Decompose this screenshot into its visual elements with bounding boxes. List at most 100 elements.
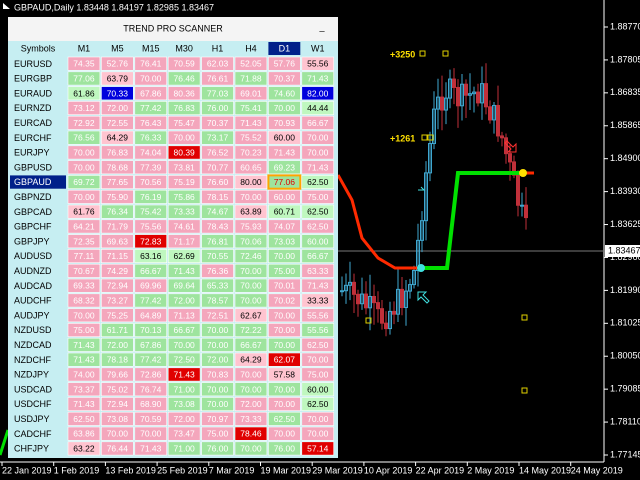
signal-cell[interactable] [134,426,168,441]
signal-cell[interactable] [101,382,134,397]
signal-cell[interactable] [67,263,101,278]
signal-cell[interactable] [67,441,101,456]
signal-cell[interactable] [134,115,168,130]
signal-cell[interactable] [167,352,201,367]
signal-cell[interactable] [301,397,334,411]
signal-cell[interactable] [134,367,168,382]
signal-cell[interactable] [201,56,234,71]
signal-cell[interactable] [67,249,101,263]
signal-cell[interactable] [201,145,234,160]
signal-cell[interactable] [67,337,101,352]
signal-cell[interactable] [134,352,168,367]
signal-cell[interactable] [101,71,134,86]
signal-cell[interactable] [67,352,101,367]
signal-cell[interactable] [101,397,134,411]
column-header[interactable]: M5 [111,43,124,53]
signal-cell[interactable] [201,249,234,263]
signal-cell[interactable] [234,175,268,189]
signal-cell[interactable] [201,411,234,426]
signal-cell[interactable] [268,323,301,337]
signal-cell[interactable] [201,160,234,175]
signal-cell[interactable] [101,175,134,189]
signal-cell[interactable] [301,219,334,234]
column-header[interactable]: M30 [175,43,193,53]
signal-cell[interactable] [67,278,101,293]
signal-cell[interactable] [67,411,101,426]
signal-cell[interactable] [101,56,134,71]
signal-cell[interactable] [268,263,301,278]
signal-cell[interactable] [301,175,334,189]
signal-cell[interactable] [101,337,134,352]
signal-cell[interactable] [268,115,301,130]
symbol-label[interactable]: CADCHF [14,429,52,439]
signal-cell[interactable] [201,323,234,337]
symbol-label[interactable]: EURJPY [14,148,50,158]
signal-cell[interactable] [268,234,301,249]
signal-cell[interactable] [167,189,201,204]
signal-cell[interactable] [67,397,101,411]
signal-cell[interactable] [67,160,101,175]
signal-cell[interactable] [201,367,234,382]
signal-cell[interactable] [167,382,201,397]
column-header[interactable]: M15 [142,43,160,53]
signal-cell[interactable] [101,441,134,456]
signal-cell[interactable] [134,441,168,456]
signal-cell[interactable] [167,337,201,352]
signal-cell[interactable] [301,101,334,116]
signal-cell[interactable] [201,101,234,116]
signal-cell[interactable] [167,86,201,101]
signal-cell[interactable] [301,382,334,397]
signal-cell[interactable] [301,189,334,204]
symbol-label[interactable]: GBPUSD [14,162,53,172]
column-header[interactable]: Symbols [21,43,56,53]
signal-cell[interactable] [201,204,234,219]
signal-cell[interactable] [268,130,301,145]
signal-cell[interactable] [201,352,234,367]
signal-cell[interactable] [67,367,101,382]
signal-cell[interactable] [67,293,101,308]
signal-cell[interactable] [134,411,168,426]
signal-cell[interactable] [301,130,334,145]
signal-cell[interactable] [234,130,268,145]
signal-cell[interactable] [268,278,301,293]
signal-cell[interactable] [67,204,101,219]
signal-cell[interactable] [67,71,101,86]
signal-cell[interactable] [101,367,134,382]
signal-cell[interactable] [134,175,168,189]
signal-cell[interactable] [301,115,334,130]
symbol-label[interactable]: GBPNZD [14,192,52,202]
signal-cell[interactable] [234,397,268,411]
signal-cell[interactable] [201,278,234,293]
signal-cell[interactable] [234,441,268,456]
symbol-label[interactable]: NZDJPY [14,370,49,380]
signal-cell[interactable] [268,219,301,234]
signal-cell[interactable] [134,293,168,308]
signal-cell[interactable] [167,411,201,426]
signal-cell[interactable] [67,130,101,145]
signal-cell[interactable] [268,71,301,86]
signal-cell[interactable] [167,308,201,323]
signal-cell[interactable] [234,160,268,175]
signal-cell[interactable] [67,426,101,441]
signal-cell[interactable] [268,367,301,382]
signal-cell[interactable] [167,130,201,145]
signal-cell[interactable] [134,337,168,352]
signal-cell[interactable] [301,308,334,323]
signal-cell[interactable] [301,441,334,456]
signal-cell[interactable] [101,411,134,426]
signal-cell[interactable] [101,130,134,145]
signal-cell[interactable] [101,263,134,278]
signal-cell[interactable] [101,101,134,116]
signal-cell[interactable] [101,278,134,293]
signal-cell[interactable] [234,308,268,323]
signal-cell[interactable] [234,352,268,367]
signal-cell[interactable] [268,189,301,204]
signal-cell[interactable] [67,145,101,160]
signal-cell[interactable] [134,323,168,337]
signal-cell[interactable] [201,397,234,411]
symbol-label[interactable]: AUDJPY [14,310,50,320]
signal-cell[interactable] [301,352,334,367]
signal-cell[interactable] [234,293,268,308]
signal-cell[interactable] [234,101,268,116]
signal-cell[interactable] [301,278,334,293]
